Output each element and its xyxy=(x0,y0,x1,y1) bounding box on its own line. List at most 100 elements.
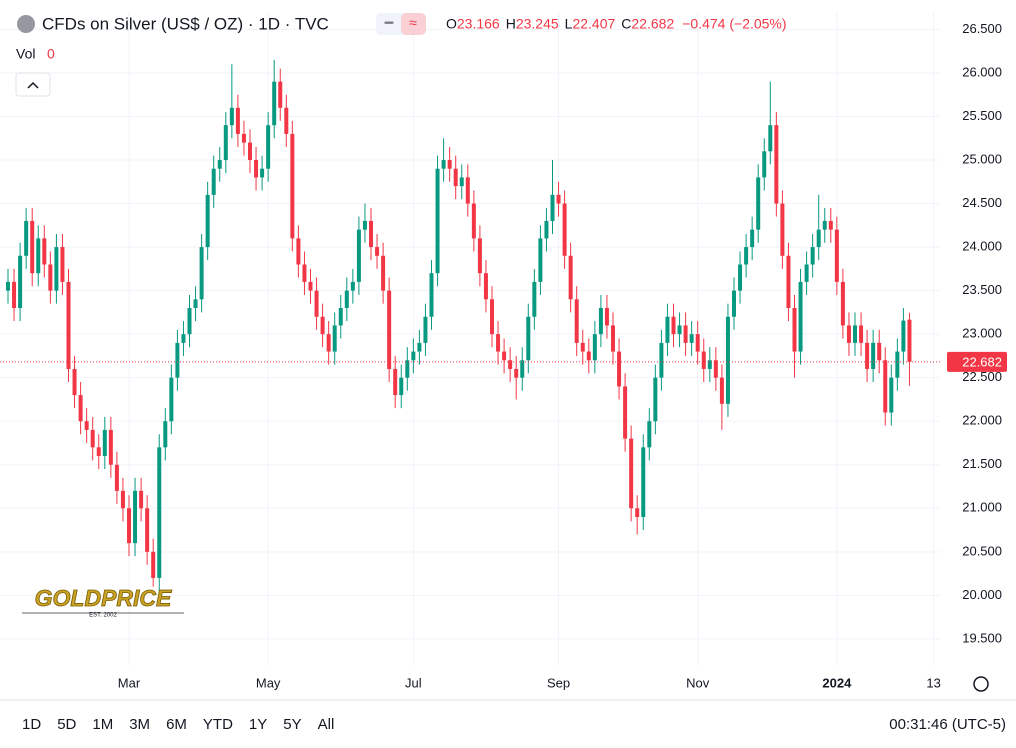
candle-body xyxy=(574,299,579,343)
candle-body xyxy=(211,168,216,195)
candle-body xyxy=(502,351,507,361)
candle-body xyxy=(151,551,156,578)
candle-body xyxy=(48,264,53,291)
candle-body xyxy=(187,308,192,335)
candle-body xyxy=(429,273,434,317)
candle-body xyxy=(248,142,252,161)
candle-body xyxy=(598,308,603,335)
candle-body xyxy=(272,81,277,126)
candle-body xyxy=(217,160,222,169)
candle-body xyxy=(780,203,785,256)
candle-body xyxy=(701,351,706,369)
ohlc-value: 22.407 xyxy=(572,16,615,32)
collapse-button[interactable] xyxy=(15,72,51,97)
candle-body xyxy=(199,247,204,300)
candle-body xyxy=(411,351,416,361)
candle-body xyxy=(308,281,313,291)
y-tick-label: 19.500 xyxy=(962,630,1002,645)
candle-body xyxy=(175,342,180,378)
y-tick-label: 24.500 xyxy=(962,195,1002,210)
y-tick-label: 20.500 xyxy=(962,543,1002,558)
mode-toggle-active[interactable] xyxy=(401,13,426,35)
ohlc-value: 23.166 xyxy=(457,16,500,32)
ohlc-value: 22.682 xyxy=(631,16,674,32)
candle-body xyxy=(635,508,640,517)
candle-body xyxy=(556,194,561,204)
candle-body xyxy=(689,334,694,343)
y-tick-label: 24.000 xyxy=(962,239,1002,254)
candle-body xyxy=(362,220,367,230)
candle-body xyxy=(314,290,319,317)
candle-body xyxy=(871,342,876,369)
candle-body xyxy=(338,308,343,326)
settings-icon[interactable] xyxy=(973,676,989,692)
candle-body xyxy=(96,447,101,457)
candle-body xyxy=(254,160,259,178)
ohlc-change: −0.474 (−2.05%) xyxy=(682,16,786,32)
range-button[interactable]: 1D xyxy=(22,716,41,733)
range-button[interactable]: YTD xyxy=(203,716,233,733)
range-button[interactable]: 1Y xyxy=(249,716,267,733)
range-button[interactable]: All xyxy=(318,716,335,733)
candle-body xyxy=(834,229,839,282)
collapse-icon xyxy=(27,81,39,89)
candle-body xyxy=(580,342,585,352)
candle-body xyxy=(792,308,797,352)
candle-body xyxy=(133,490,138,544)
y-tick-label: 22.500 xyxy=(962,369,1002,384)
candle-body xyxy=(883,360,888,413)
y-tick-label: 21.500 xyxy=(962,456,1002,471)
x-tick-label: 13 xyxy=(926,675,940,690)
candle-body xyxy=(846,325,851,343)
candle-body xyxy=(350,281,355,291)
ohlc-legend: O 23.166 H 23.245 L 22.407 C 22.682 −0.474 (−2.0… xyxy=(446,16,787,32)
range-button[interactable]: 1M xyxy=(92,716,113,733)
candle-body xyxy=(744,247,749,265)
candle-body xyxy=(30,220,35,274)
candle-body xyxy=(453,168,458,187)
candle-body xyxy=(120,490,125,509)
range-button[interactable]: 5Y xyxy=(283,716,301,733)
y-tick-label: 26.000 xyxy=(962,64,1002,79)
y-tick-label: 22.000 xyxy=(962,413,1002,428)
candle-body xyxy=(514,368,519,378)
toolbar: 1D 5D 1M 3M 6M YTD 1Y 5Y All xyxy=(22,716,334,733)
candle-body xyxy=(320,316,325,335)
candle-body xyxy=(127,508,131,544)
candle-body xyxy=(229,107,234,126)
candle-body xyxy=(296,238,301,265)
candle-body xyxy=(853,325,857,343)
range-button[interactable]: 6M xyxy=(166,716,187,733)
candle-body xyxy=(713,360,718,378)
symbol-icon xyxy=(17,15,35,33)
candle-body xyxy=(435,168,440,274)
candle-body xyxy=(54,247,59,291)
candle-body xyxy=(592,334,597,361)
candle-body xyxy=(816,229,821,248)
candle-body xyxy=(235,107,240,134)
candle-body xyxy=(665,316,670,343)
candle-body xyxy=(465,177,470,204)
candle-body xyxy=(139,490,144,509)
candle-body xyxy=(66,281,71,369)
range-button[interactable]: 5D xyxy=(57,716,76,733)
candle-body xyxy=(840,281,845,326)
candle-body xyxy=(550,194,555,221)
candle-body xyxy=(241,133,246,143)
y-tick-label: 26.500 xyxy=(962,21,1002,36)
candle-body xyxy=(623,386,628,439)
candle-body xyxy=(284,107,289,134)
candle-body xyxy=(750,229,755,248)
candle-body xyxy=(586,351,591,361)
range-button[interactable]: 3M xyxy=(129,716,150,733)
candle-body xyxy=(260,168,265,178)
ohlc-label: C xyxy=(621,16,631,32)
candle-body xyxy=(786,255,791,309)
candle-body xyxy=(532,281,537,317)
candle-body xyxy=(36,238,41,274)
x-tick-label: May xyxy=(256,675,281,690)
candle-body xyxy=(798,281,803,352)
candle-body xyxy=(90,429,95,448)
candle-body xyxy=(604,308,609,326)
y-tick-label: 20.000 xyxy=(962,587,1002,602)
